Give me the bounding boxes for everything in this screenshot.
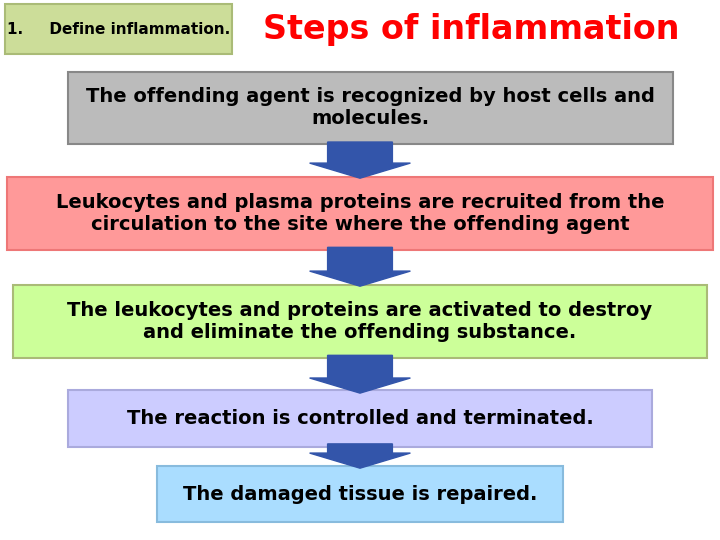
Text: The damaged tissue is repaired.: The damaged tissue is repaired. [183, 484, 537, 504]
FancyBboxPatch shape [5, 4, 232, 54]
FancyBboxPatch shape [13, 285, 707, 357]
Text: Steps of inflammation: Steps of inflammation [264, 12, 680, 46]
FancyBboxPatch shape [156, 465, 563, 523]
Text: The leukocytes and proteins are activated to destroy
and eliminate the offending: The leukocytes and proteins are activate… [68, 301, 652, 342]
Text: The offending agent is recognized by host cells and
molecules.: The offending agent is recognized by hos… [86, 87, 655, 129]
Text: 1.     Define inflammation.: 1. Define inflammation. [6, 22, 230, 37]
Polygon shape [310, 142, 410, 178]
Polygon shape [310, 355, 410, 393]
FancyBboxPatch shape [68, 71, 673, 144]
Text: Leukocytes and plasma proteins are recruited from the
circulation to the site wh: Leukocytes and plasma proteins are recru… [55, 193, 665, 234]
FancyBboxPatch shape [7, 177, 713, 249]
Text: The reaction is controlled and terminated.: The reaction is controlled and terminate… [127, 409, 593, 428]
Polygon shape [310, 444, 410, 468]
FancyBboxPatch shape [68, 390, 652, 447]
Polygon shape [310, 247, 410, 286]
